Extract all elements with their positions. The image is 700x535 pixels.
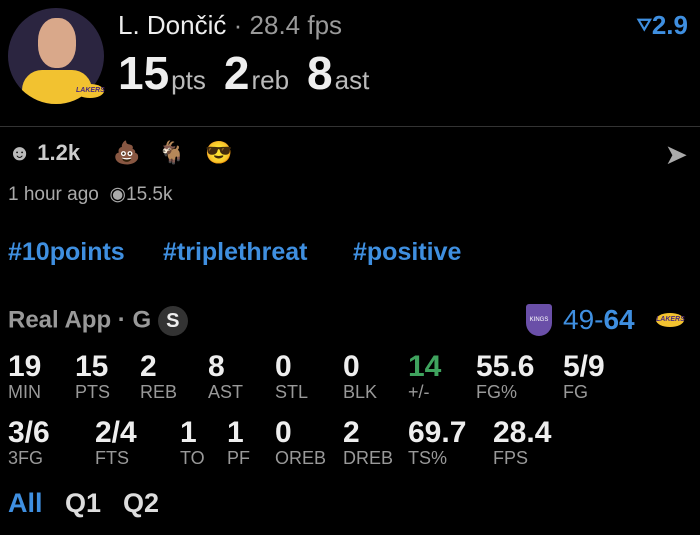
- player-face: [38, 18, 76, 68]
- stat-label: TS%: [408, 448, 448, 468]
- stat-value: 3/6: [8, 416, 50, 449]
- player-avatar[interactable]: [8, 8, 104, 104]
- stat-value: 0: [343, 350, 360, 383]
- stat-value: 55.6: [476, 350, 535, 383]
- stat-label: OREB: [275, 448, 327, 468]
- stat-value: 19: [8, 350, 42, 383]
- lakers-logo: LAKERS: [656, 313, 685, 327]
- position: G: [132, 306, 152, 334]
- filter-icon: ⛛: [636, 15, 652, 35]
- stat-label: AST: [208, 382, 244, 402]
- share-send-icon[interactable]: ➤: [664, 139, 688, 170]
- stat-cell: 0 BLK: [343, 350, 377, 403]
- stat-cell: 15 PTS: [75, 350, 110, 403]
- sunglasses-face-emoji[interactable]: 😎: [205, 140, 233, 165]
- logo-text: LAKERS: [656, 316, 685, 323]
- rank-value: 2.9: [651, 10, 688, 40]
- stat-cell: 5/9 FG: [563, 350, 605, 403]
- reb-label: reb: [251, 65, 290, 95]
- pts-value: 15: [118, 47, 170, 99]
- stat-label: REB: [140, 382, 178, 402]
- stat-label: PTS: [75, 382, 111, 402]
- stat-label: STL: [275, 382, 309, 402]
- stat-value: 2/4: [95, 416, 137, 449]
- player-title: L. Dončić · 28.4 fps: [118, 10, 342, 41]
- ast-label: ast: [334, 65, 370, 95]
- eye-icon: ◉: [109, 184, 127, 205]
- home-score: 64: [603, 304, 635, 335]
- stat-value: 8: [208, 350, 225, 383]
- stat-label: 3FG: [8, 448, 44, 468]
- stat-cell: 14 +/-: [408, 350, 441, 403]
- rank-badge[interactable]: ⛛2.9: [637, 10, 688, 41]
- hashtag[interactable]: #triplethreat: [163, 238, 308, 266]
- view-count: 15.5k: [126, 184, 173, 205]
- hashtag[interactable]: #positive: [353, 238, 462, 266]
- stat-value: 14: [408, 350, 442, 383]
- logo-text: LAKERS: [76, 87, 105, 94]
- stat-label: TO: [180, 448, 205, 468]
- away-score: 49: [563, 304, 595, 335]
- goat-emoji[interactable]: 🐐: [158, 140, 186, 165]
- score-separator: -: [594, 304, 604, 335]
- game-source: Real App · G S: [8, 306, 188, 336]
- stat-cell: 55.6 FG%: [476, 350, 534, 403]
- stat-label: BLK: [343, 382, 378, 402]
- stat-cell: 1 TO: [180, 416, 205, 469]
- reb-value: 2: [223, 47, 250, 99]
- stat-label: FG: [563, 382, 588, 402]
- reaction-smiley[interactable]: ☻ 1.2k: [8, 140, 80, 166]
- logo-text: KINGS: [529, 317, 549, 323]
- stat-value: 0: [275, 350, 292, 383]
- stat-value: 2: [343, 416, 360, 449]
- pts-label: pts: [171, 65, 206, 95]
- timestamp: 1 hour ago: [8, 184, 99, 205]
- stat-label: PF: [227, 448, 251, 468]
- stat-label: MIN: [8, 382, 41, 402]
- separator: ·: [233, 10, 243, 40]
- stat-cell: 69.7 TS%: [408, 416, 466, 469]
- stat-value: 1: [180, 416, 197, 449]
- stat-value: 28.4: [493, 416, 552, 449]
- stat-value: 2: [140, 350, 157, 383]
- ast-value: 8: [307, 47, 333, 99]
- stat-cell: 0 STL: [275, 350, 308, 403]
- smiley-icon: ☻: [8, 140, 32, 165]
- kings-logo: KINGS: [526, 304, 552, 336]
- stat-cell: 1 PF: [227, 416, 250, 469]
- stat-value: 1: [227, 416, 244, 449]
- post-meta: 1 hour ago ◉15.5k: [8, 183, 173, 206]
- period-tab-q1[interactable]: Q1: [65, 488, 102, 518]
- stat-value: 69.7: [408, 416, 467, 449]
- period-tab-q2[interactable]: Q2: [123, 488, 160, 518]
- stat-value: 15: [75, 350, 109, 383]
- headline-stats: 15pts 2reb 8ast: [118, 46, 387, 100]
- poop-emoji[interactable]: 💩: [113, 140, 141, 165]
- stat-cell: 19 MIN: [8, 350, 41, 403]
- stat-label: DREB: [343, 448, 394, 468]
- stat-label: FPS: [493, 448, 529, 468]
- source-name: Real App: [8, 306, 112, 334]
- stat-value: 0: [275, 416, 292, 449]
- stat-cell: 2/4 FTS: [95, 416, 137, 469]
- starter-badge: S: [157, 306, 188, 336]
- hashtag[interactable]: #10points: [8, 238, 125, 266]
- reaction-count: 1.2k: [37, 140, 81, 165]
- stat-cell: 0 OREB: [275, 416, 326, 469]
- stat-cell: 2 DREB: [343, 416, 393, 469]
- lakers-logo: LAKERS: [76, 84, 105, 98]
- divider: [0, 126, 700, 127]
- stat-label: FG%: [476, 382, 518, 402]
- stat-cell: 3/6 3FG: [8, 416, 50, 469]
- stat-cell: 8 AST: [208, 350, 243, 403]
- fps-value: 28.4 fps: [249, 10, 343, 40]
- stat-cell: 28.4 FPS: [493, 416, 551, 469]
- stat-label: +/-: [408, 382, 430, 402]
- player-name[interactable]: L. Dončić: [118, 10, 227, 40]
- stat-cell: 2 REB: [140, 350, 177, 403]
- stat-value: 5/9: [563, 350, 605, 383]
- stat-label: FTS: [95, 448, 129, 468]
- game-score[interactable]: 49-64: [563, 304, 635, 336]
- period-tab-all[interactable]: All: [8, 488, 43, 518]
